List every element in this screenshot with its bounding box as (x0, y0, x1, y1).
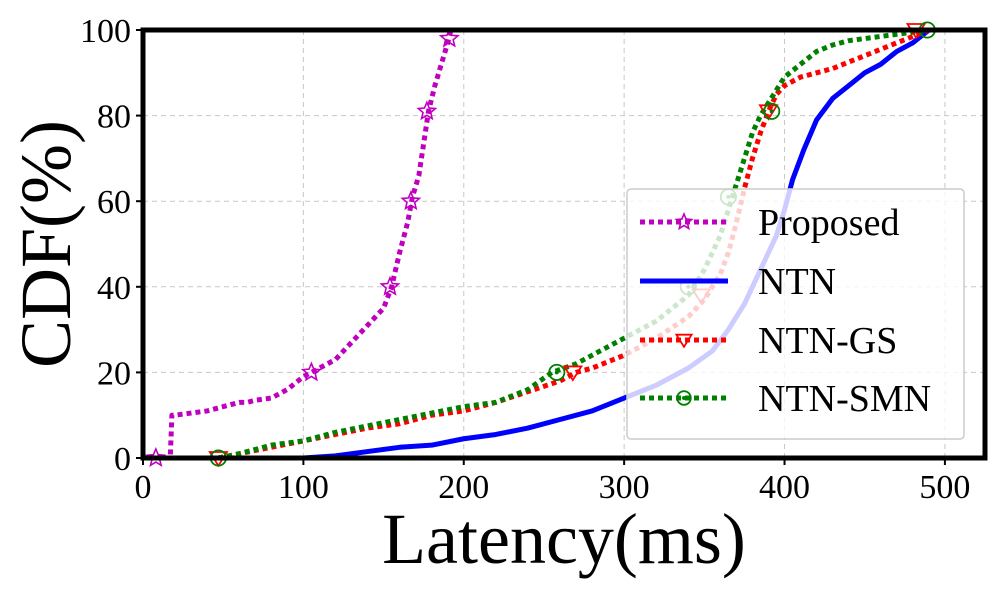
legend-label-ntn: NTN (758, 261, 836, 303)
legend: Proposed NTN NTN-GS NTN-SMN (626, 188, 965, 440)
legend-label-ntn-smn: NTN-SMN (758, 378, 931, 420)
y-tick-label-60: 60 (97, 184, 131, 221)
marker-proposed-5 (438, 27, 460, 48)
series-line-ntn-smn (217, 27, 930, 461)
x-tick-label-300: 300 (599, 469, 650, 506)
x-tick-label-0: 0 (135, 469, 152, 506)
marker-ntn-gs-1 (562, 365, 583, 382)
y-tick-label-20: 20 (97, 355, 131, 392)
marker-ntn-smn-4 (763, 102, 781, 120)
x-tick-label-500: 500 (919, 469, 970, 506)
x-axis-title: Latency(ms) (382, 499, 746, 579)
y-tick-label-80: 80 (97, 99, 131, 136)
y-tick-label-40: 40 (97, 270, 131, 307)
y-tick-label-0: 0 (114, 441, 131, 478)
y-tick-label-100: 100 (80, 13, 131, 50)
marker-proposed-3 (400, 190, 422, 211)
x-tick-label-400: 400 (759, 469, 810, 506)
marker-proposed-4 (416, 100, 438, 121)
y-axis-title: CDF(%) (6, 120, 86, 368)
x-tick-label-100: 100 (278, 469, 329, 506)
legend-marker-ntn-smn (676, 390, 692, 406)
marker-proposed-0 (145, 446, 167, 467)
marker-proposed-1 (300, 361, 322, 382)
legend-marker-proposed (674, 211, 694, 231)
legend-label-ntn-gs: NTN-GS (758, 320, 897, 362)
marker-proposed-2 (379, 275, 401, 296)
series-line-proposed (155, 29, 454, 461)
marker-ntn-smn-1 (548, 363, 566, 381)
plot-frame (140, 27, 988, 461)
x-tick-label-200: 200 (438, 469, 489, 506)
legend-marker-ntn-gs (674, 333, 694, 349)
legend-box (626, 188, 965, 440)
legend-label-proposed: Proposed (758, 202, 899, 244)
axis-ticks: 0 100 200 300 400 500 0 20 40 60 80 100 (80, 13, 970, 506)
